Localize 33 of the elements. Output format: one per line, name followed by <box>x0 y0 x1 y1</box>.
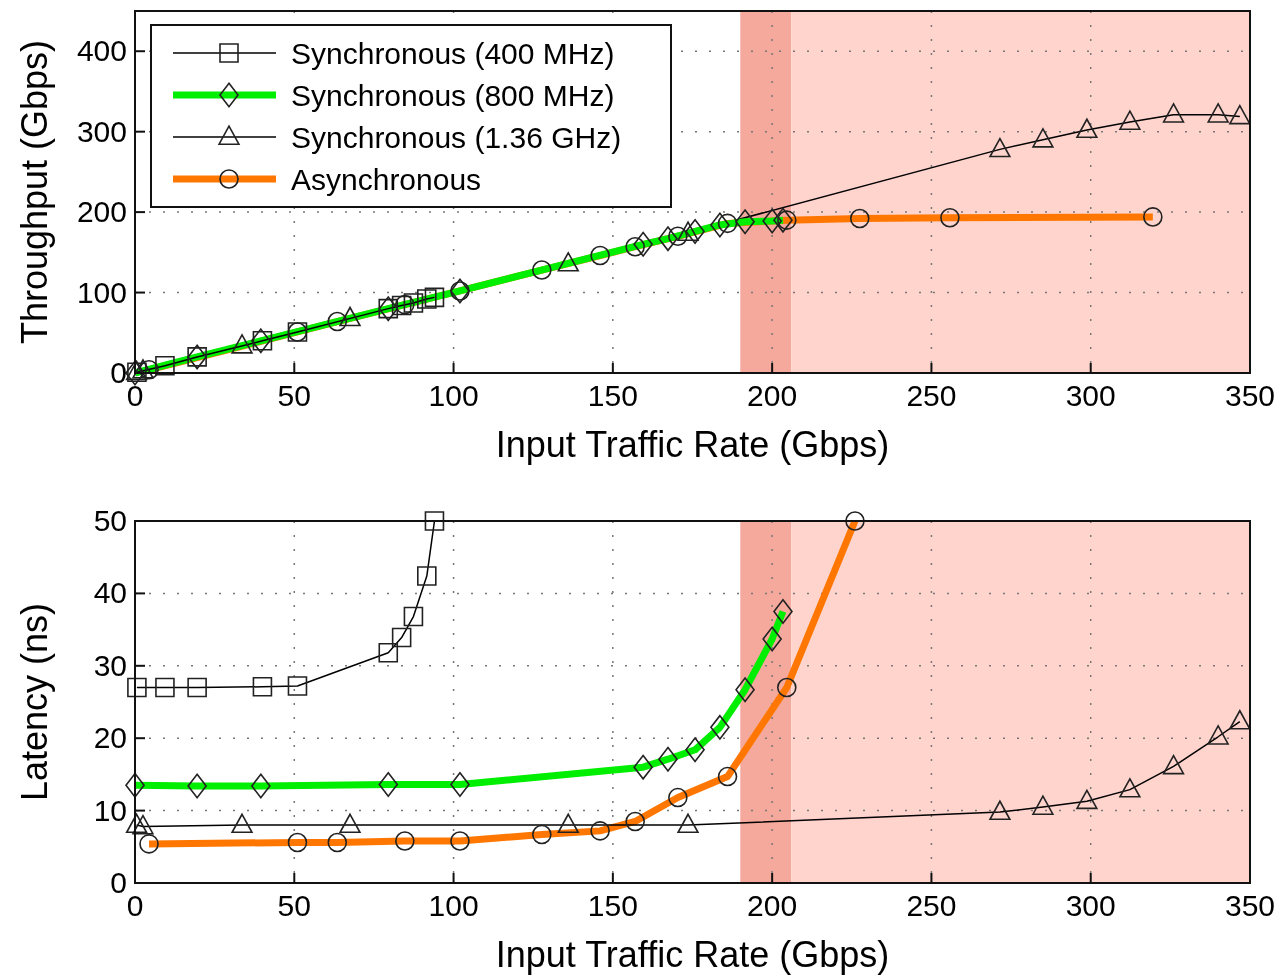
y-tick-label: 10 <box>93 793 127 827</box>
y-tick-label: 40 <box>93 576 127 610</box>
y-axis-title: Throughput (Gbps) <box>14 39 55 345</box>
x-axis-title: Input Traffic Rate (Gbps) <box>495 934 890 975</box>
y-tick-label: 100 <box>76 275 127 309</box>
x-tick-label: 50 <box>277 379 311 412</box>
x-tick-label: 350 <box>1224 889 1276 922</box>
x-tick-label: 350 <box>1224 379 1276 412</box>
y-axis-title: Latency (ns) <box>14 602 55 802</box>
y-tick-label: 300 <box>76 114 127 148</box>
x-axis-title: Input Traffic Rate (Gbps) <box>495 424 890 465</box>
y-tick-label: 200 <box>76 195 127 229</box>
x-tick-label: 100 <box>428 889 479 922</box>
y-tick-label: 0 <box>110 866 127 899</box>
y-tick-label: 20 <box>93 721 127 755</box>
x-tick-label: 250 <box>906 379 957 412</box>
y-tick-label: 400 <box>76 34 127 68</box>
y-tick-label: 0 <box>110 356 127 389</box>
x-tick-label: 300 <box>1065 379 1116 412</box>
x-tick-label: 300 <box>1065 889 1116 922</box>
y-tick-label: 30 <box>93 648 127 682</box>
legend-label: Synchronous (1.36 GHz) <box>291 121 622 154</box>
y-tick-label: 50 <box>93 504 127 537</box>
x-tick-label: 250 <box>906 889 957 922</box>
x-tick-label: 150 <box>587 889 638 922</box>
legend-label: Asynchronous <box>291 163 482 196</box>
x-tick-label: 150 <box>587 379 638 412</box>
x-tick-label: 200 <box>747 379 798 412</box>
x-tick-label: 50 <box>277 889 311 922</box>
legend-label: Synchronous (400 MHz) <box>291 37 615 70</box>
legend-label: Synchronous (800 MHz) <box>291 79 615 112</box>
x-tick-label: 100 <box>428 379 479 412</box>
x-tick-label: 200 <box>747 889 798 922</box>
